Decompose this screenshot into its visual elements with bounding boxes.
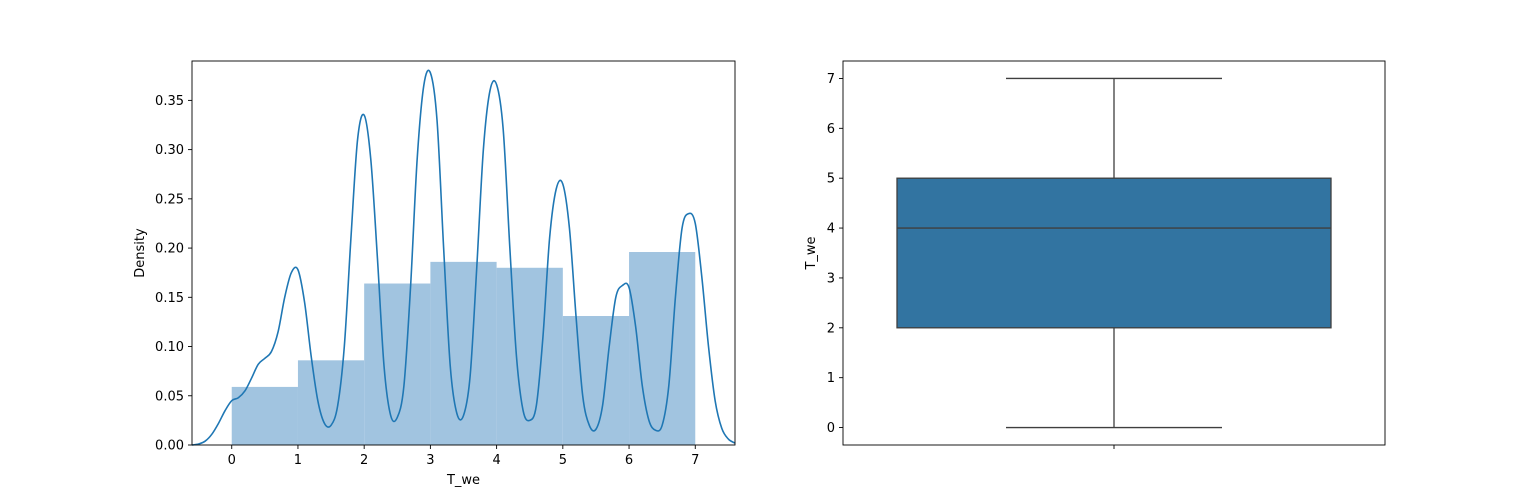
x-tick-label: 7	[691, 453, 699, 468]
y-tick-label: 0.30	[155, 143, 184, 158]
histogram-bar	[562, 316, 630, 445]
x-tick-label: 5	[559, 453, 567, 468]
y-tick-label: 4	[827, 222, 835, 237]
y-tick-label: 0.00	[155, 439, 184, 454]
left-plot-frame	[191, 60, 736, 446]
y-tick-label: 0	[827, 421, 835, 436]
y-tick-label: 7	[827, 72, 835, 87]
boxplot-chart: 0 1 2 3 4 5 6 7 T_we	[804, 60, 1386, 449]
x-tick-label: 3	[426, 453, 434, 468]
left-x-ticks: 0 1 2 3 4 5 6 7	[228, 445, 699, 468]
y-tick-label: 2	[827, 321, 835, 336]
left-y-ticks: 0.00 0.05 0.10 0.15 0.20 0.25 0.30 0.35	[155, 94, 192, 454]
left-x-axis-label: T_we	[446, 473, 480, 488]
x-tick-label: 0	[228, 453, 236, 468]
left-y-axis-label: Density	[133, 228, 148, 278]
y-tick-label: 0.10	[155, 340, 184, 355]
histogram-bar	[496, 267, 563, 445]
kde-curve	[191, 69, 736, 446]
histogram-bar	[297, 360, 365, 445]
histogram-bar	[231, 386, 298, 445]
x-tick-label: 2	[360, 453, 368, 468]
histogram-density-chart: 0 1 2 3 4 5 6 7 0.00 0.05 0.10 0.15 0.20 0.25 0.30 0.3…	[133, 60, 736, 488]
y-tick-label: 3	[827, 271, 835, 286]
y-tick-label: 0.35	[155, 94, 184, 109]
x-tick-label: 6	[625, 453, 633, 468]
box-iqr	[896, 177, 1332, 329]
y-tick-label: 5	[827, 172, 835, 187]
histogram-bar	[629, 252, 696, 445]
y-tick-label: 0.15	[155, 291, 184, 306]
y-tick-label: 6	[827, 122, 835, 137]
boxplot	[896, 77, 1332, 429]
y-tick-label: 0.25	[155, 192, 184, 207]
y-tick-label: 0.20	[155, 242, 184, 257]
right-y-axis-label: T_we	[804, 236, 819, 270]
x-tick-label: 1	[294, 453, 302, 468]
x-tick-label: 4	[492, 453, 500, 468]
y-tick-label: 1	[827, 371, 835, 386]
histogram-bar	[364, 283, 431, 445]
y-tick-label: 0.05	[155, 389, 184, 404]
right-y-ticks: 0 1 2 3 4 5 6 7	[827, 72, 843, 436]
